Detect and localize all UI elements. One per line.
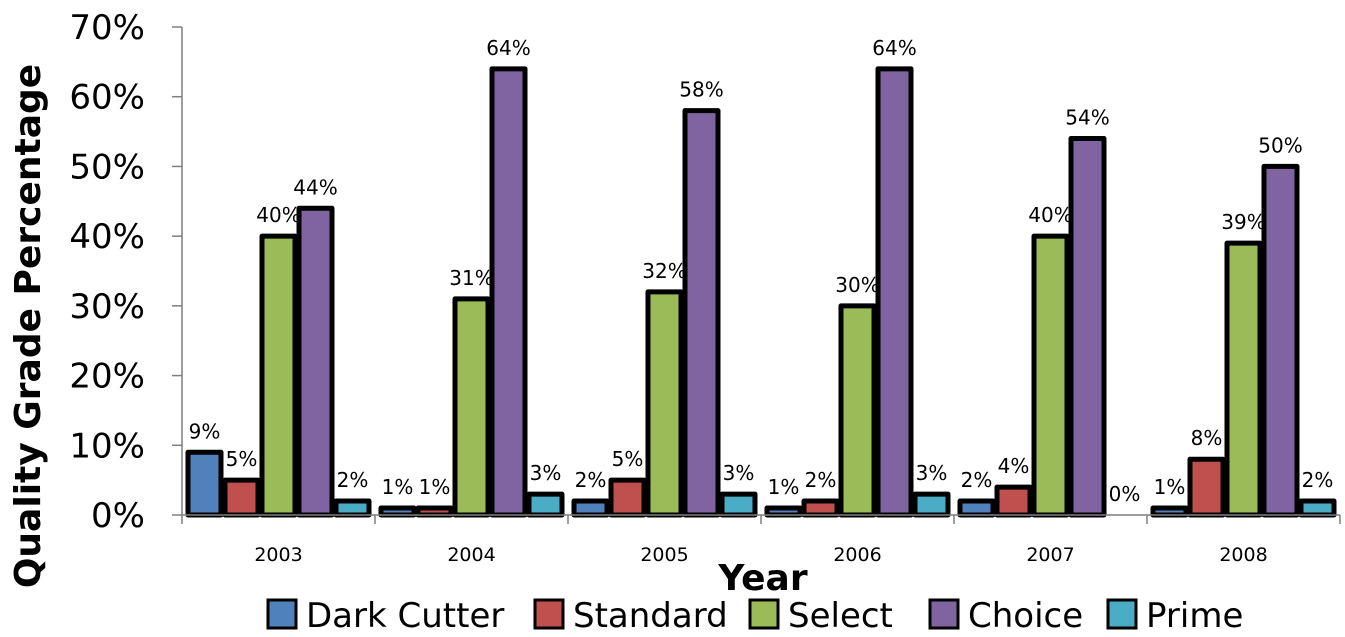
data-label: 30%: [835, 273, 879, 297]
data-label: 3%: [530, 461, 562, 485]
bar-choice: [1261, 163, 1300, 518]
data-label: 40%: [1028, 203, 1072, 227]
data-label: 2%: [337, 468, 369, 492]
legend-swatch-standard: [533, 598, 565, 630]
legend-swatch-prime: [1106, 598, 1138, 630]
data-label: 58%: [679, 78, 723, 102]
y-tick-label: 40%: [69, 217, 145, 257]
bar-choice: [1068, 136, 1107, 518]
y-tick-label: 0%: [91, 496, 145, 536]
legend-swatch-select: [748, 598, 780, 630]
x-tick-label: 2007: [1026, 544, 1074, 566]
bar-select: [452, 296, 491, 518]
y-tick-label: 30%: [69, 287, 145, 327]
bar-choice: [296, 205, 335, 518]
bar-select: [645, 289, 684, 518]
bar-dark-cutter: [957, 498, 996, 518]
data-label: 64%: [872, 36, 916, 60]
legend: Dark Cutter Standard Select Choice Prime: [266, 596, 1243, 636]
bar-select: [838, 303, 877, 518]
bar-select: [1224, 240, 1263, 518]
bar-choice: [875, 66, 914, 518]
data-label: 2%: [961, 468, 993, 492]
legend-label: Dark Cutter: [306, 596, 504, 636]
data-label: 64%: [486, 36, 530, 60]
data-label: 9%: [189, 419, 221, 443]
data-label: 1%: [1154, 475, 1186, 499]
bar-prime: [333, 498, 372, 518]
data-label: 8%: [1191, 426, 1223, 450]
legend-swatch-dark-cutter: [266, 598, 298, 630]
data-label: 1%: [419, 475, 451, 499]
bar-standard: [608, 477, 647, 518]
y-tick-label: 60%: [69, 78, 145, 118]
data-label: 2%: [805, 468, 837, 492]
x-tick-label: 2006: [833, 544, 881, 566]
x-tick-label: 2005: [640, 544, 688, 566]
bar-standard: [1187, 456, 1226, 518]
legend-label: Standard: [573, 596, 728, 636]
y-tick-label: 50%: [69, 147, 145, 187]
bar-prime: [1298, 498, 1337, 518]
data-label: 40%: [256, 203, 300, 227]
bar-dark-cutter: [378, 505, 417, 518]
bar-choice: [682, 108, 721, 518]
y-tick-label: 10%: [69, 426, 145, 466]
y-axis-title: Quality Grade Percentage: [8, 64, 49, 588]
y-tick-label: 70%: [69, 8, 145, 48]
bar-select: [259, 233, 298, 518]
data-label: 50%: [1258, 133, 1302, 157]
data-label: 3%: [723, 461, 755, 485]
data-label: 2%: [1302, 468, 1334, 492]
data-label: 54%: [1065, 106, 1109, 130]
data-label: 32%: [642, 259, 686, 283]
data-label: 0%: [1109, 482, 1141, 506]
bar-dark-cutter: [571, 498, 610, 518]
x-tick-label: 2008: [1219, 544, 1267, 566]
y-tick-label: 20%: [69, 357, 145, 397]
legend-label: Choice: [968, 596, 1083, 636]
bar-standard: [222, 477, 261, 518]
data-label: 2%: [575, 468, 607, 492]
bar-standard: [415, 505, 454, 518]
data-label: 31%: [449, 266, 493, 290]
x-tick-label: 2003: [254, 544, 302, 566]
bar-prime: [719, 491, 758, 518]
bar-prime: [526, 491, 565, 518]
data-label: 5%: [612, 447, 644, 471]
legend-swatch-choice: [928, 598, 960, 630]
data-label: 4%: [998, 454, 1030, 478]
bar-dark-cutter: [1150, 505, 1189, 518]
legend-label: Prime: [1146, 596, 1243, 636]
bar-select: [1031, 233, 1070, 518]
data-label: 1%: [382, 475, 414, 499]
x-axis-title: Year: [717, 558, 807, 599]
bar-dark-cutter: [185, 449, 224, 518]
bar-prime: [912, 491, 951, 518]
data-label: 3%: [916, 461, 948, 485]
bar-dark-cutter: [764, 505, 803, 518]
legend-label: Select: [788, 596, 893, 636]
bar-standard: [994, 484, 1033, 518]
bar-standard: [801, 498, 840, 518]
bar-choice: [489, 66, 528, 518]
data-label: 5%: [226, 447, 258, 471]
x-tick-label: 2004: [447, 544, 495, 566]
data-label: 1%: [768, 475, 800, 499]
data-label: 44%: [293, 175, 337, 199]
data-label: 39%: [1221, 210, 1265, 234]
